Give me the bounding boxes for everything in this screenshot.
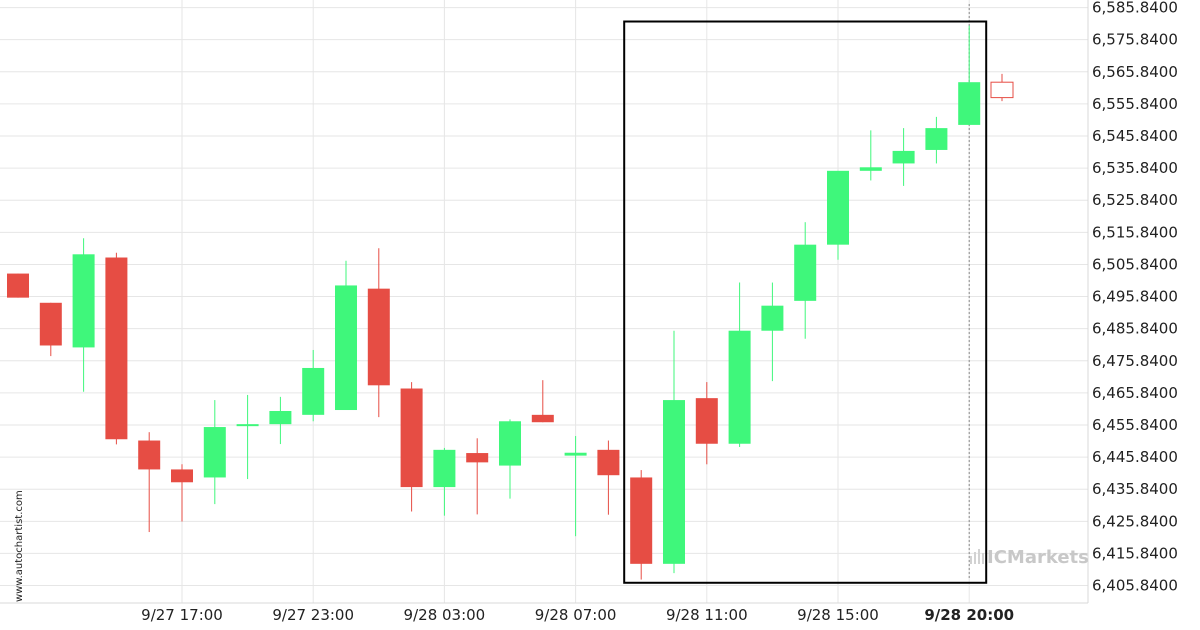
- y-tick-label: 6,475.8400: [1092, 352, 1178, 370]
- candle-body: [990, 81, 1014, 99]
- candle: [367, 248, 390, 418]
- candle: [105, 252, 128, 445]
- candle-body: [466, 453, 489, 463]
- candle-body: [794, 244, 817, 301]
- candle-body: [859, 167, 882, 171]
- y-tick-label: 6,525.8400: [1092, 191, 1178, 209]
- candle-body: [72, 254, 95, 348]
- candle-body: [761, 305, 784, 331]
- x-tick-label: 9/28 11:00: [666, 606, 748, 624]
- y-tick-label: 6,545.8400: [1092, 127, 1178, 145]
- y-tick-label: 6,425.8400: [1092, 512, 1178, 530]
- candle-body: [499, 421, 521, 466]
- candle-body: [302, 367, 325, 415]
- candle: [400, 382, 423, 512]
- candle: [990, 73, 1014, 102]
- candle-body: [958, 82, 981, 125]
- candle: [925, 116, 948, 164]
- x-tick-label: 9/28 03:00: [404, 606, 486, 624]
- candle-body: [597, 449, 620, 476]
- candle-body: [203, 427, 226, 478]
- candle-body: [630, 477, 653, 564]
- y-tick-label: 6,515.8400: [1092, 223, 1178, 241]
- candle: [892, 128, 915, 186]
- y-tick-label: 6,435.8400: [1092, 480, 1178, 498]
- candle-body: [892, 150, 915, 164]
- candle: [7, 273, 29, 298]
- candle: [499, 419, 521, 499]
- y-tick-label: 6,565.8400: [1092, 63, 1178, 81]
- x-tick-label: 9/28 20:00: [924, 606, 1014, 624]
- candle: [466, 438, 489, 515]
- candle: [794, 222, 817, 339]
- candle-body: [236, 424, 259, 427]
- y-tick-label: 6,575.8400: [1092, 31, 1178, 49]
- candle-body: [728, 330, 751, 444]
- x-tick-label: 9/28 15:00: [797, 606, 879, 624]
- watermark-site: www.autochartist.com: [14, 490, 25, 602]
- candle: [564, 436, 587, 537]
- x-tick-label: 9/27 23:00: [272, 606, 354, 624]
- candle: [531, 380, 554, 423]
- candle-body: [663, 400, 685, 564]
- candle-body: [827, 170, 849, 245]
- candle-body: [367, 288, 390, 386]
- grid-lines: [0, 0, 1089, 604]
- candle-body: [531, 414, 554, 423]
- candle: [597, 440, 620, 515]
- candle: [203, 400, 226, 505]
- candle: [630, 470, 653, 580]
- candle: [236, 394, 259, 480]
- candle: [39, 302, 62, 357]
- candle-body: [7, 273, 29, 298]
- y-axis-ticks: 6,585.8400 6,575.8400 6,565.8400 6,555.8400…: [1092, 0, 1178, 595]
- candle: [827, 170, 849, 260]
- candle-body: [105, 257, 128, 440]
- candle: [728, 282, 751, 447]
- pattern-box-layer: [623, 20, 988, 584]
- candle-body: [925, 128, 948, 150]
- y-tick-label: 6,485.8400: [1092, 320, 1178, 338]
- candle-body: [39, 302, 62, 346]
- candle: [72, 238, 95, 392]
- x-axis-ticks: 9/27 17:00 9/27 23:00 9/28 03:00 9/28 07:00…: [141, 606, 1014, 624]
- candle: [663, 330, 685, 574]
- y-tick-label: 6,415.8400: [1092, 544, 1178, 562]
- watermark-brand: ICMarkets: [987, 547, 1089, 568]
- candle: [433, 447, 456, 516]
- candle: [138, 432, 161, 533]
- y-tick-label: 6,535.8400: [1092, 159, 1178, 177]
- candle-body: [433, 449, 456, 488]
- pattern-box: [623, 20, 988, 584]
- candle: [171, 464, 193, 522]
- candle-body: [171, 469, 193, 483]
- candles-layer: [7, 25, 1014, 580]
- y-tick-label: 6,445.8400: [1092, 448, 1178, 466]
- candle: [269, 396, 292, 445]
- brand-logo-icon: [970, 549, 984, 564]
- candle-body: [269, 410, 292, 425]
- y-tick-label: 6,505.8400: [1092, 255, 1178, 273]
- x-tick-label: 9/28 07:00: [535, 606, 617, 624]
- candle: [958, 25, 981, 125]
- y-tick-label: 6,495.8400: [1092, 288, 1178, 306]
- y-tick-label: 6,455.8400: [1092, 416, 1178, 434]
- candle-body: [335, 285, 357, 411]
- candle: [335, 260, 357, 411]
- candle-body: [695, 398, 718, 444]
- candle: [859, 130, 882, 181]
- y-tick-label: 6,465.8400: [1092, 384, 1178, 402]
- candle: [761, 282, 784, 382]
- candle: [302, 349, 325, 422]
- y-tick-label: 6,585.8400: [1092, 0, 1178, 17]
- candle-body: [400, 388, 423, 488]
- y-tick-label: 6,555.8400: [1092, 95, 1178, 113]
- candle-body: [564, 452, 587, 456]
- candle: [695, 382, 718, 465]
- y-tick-label: 6,405.8400: [1092, 577, 1178, 595]
- x-tick-label: 9/27 17:00: [141, 606, 223, 624]
- candle-body: [138, 440, 161, 470]
